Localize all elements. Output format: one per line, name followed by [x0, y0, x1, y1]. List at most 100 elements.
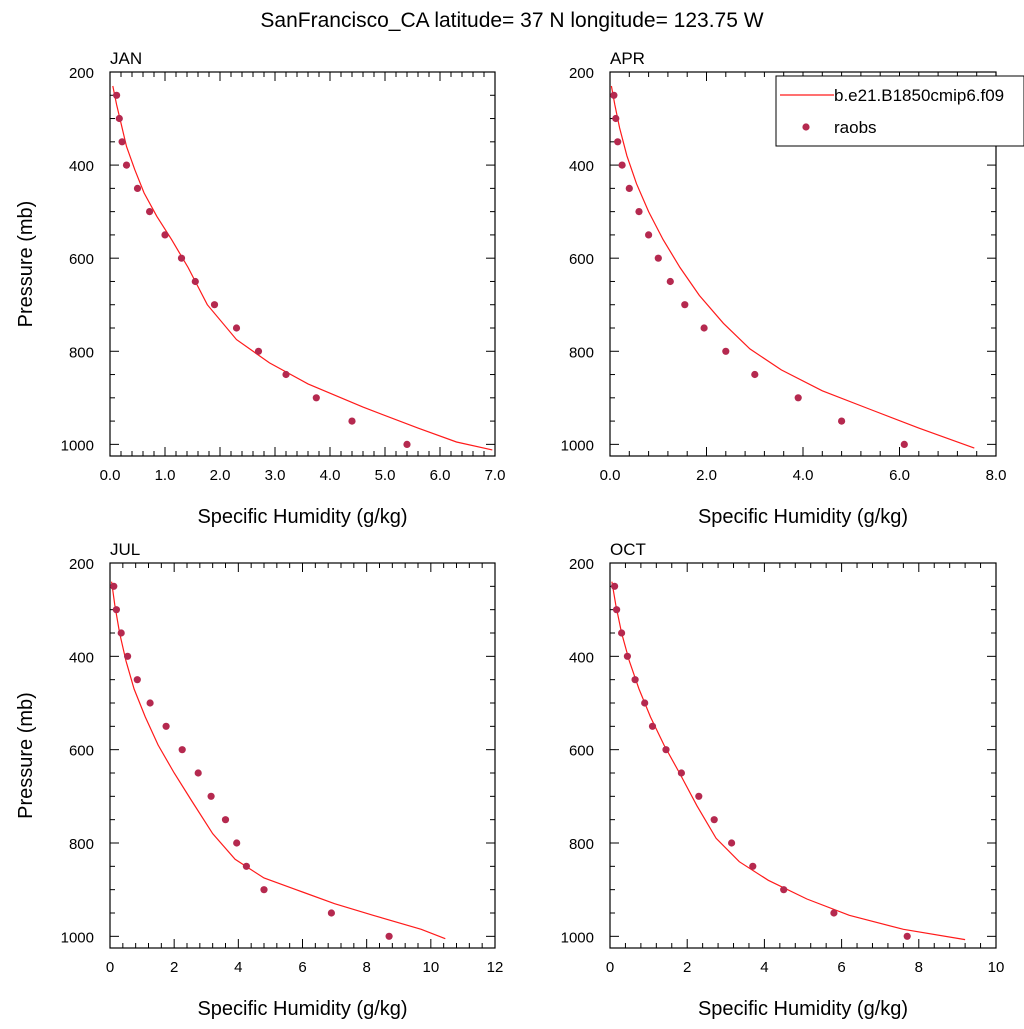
obs-point-oct	[641, 699, 649, 707]
x-axis-title-jan: Specific Humidity (g/kg)	[197, 506, 407, 528]
obs-point-oct	[903, 932, 911, 940]
y-tick-label: 600	[569, 743, 594, 760]
model-line-jul	[111, 581, 446, 940]
y-tick-label: 1000	[561, 437, 594, 454]
obs-point-apr	[614, 138, 622, 146]
obs-point-jul	[162, 722, 170, 730]
x-tick-label: 12	[487, 959, 504, 976]
plot-frame-oct	[609, 562, 997, 949]
x-tick-label: 0	[106, 959, 114, 976]
obs-point-oct	[631, 676, 639, 684]
x-tick-label: 8	[915, 959, 923, 976]
x-tick-label: 4	[234, 959, 242, 976]
legend-model-label: b.e21.B1850cmip6.f09	[834, 86, 1004, 105]
obs-point-oct	[710, 816, 718, 824]
x-tick-label: 4	[760, 959, 768, 976]
x-tick-label: 2	[170, 959, 178, 976]
panel-oct: OCT 0 2 4 6 8 10 200 400 600 800 1000 Specific Humid…	[561, 540, 1005, 1020]
y-tick-label: 800	[569, 344, 594, 361]
obs-point-jul	[110, 582, 118, 590]
panel-jul: JUL 0 2 4 6 8 10 12 200 400 600 800 1000 Specific Hum…	[15, 540, 503, 1020]
obs-point-oct	[623, 652, 632, 660]
obs-point-apr	[900, 440, 908, 448]
obs-point-jan	[312, 394, 320, 402]
x-tick-label: 3.0	[265, 467, 286, 484]
y-tick-label: 400	[569, 158, 594, 175]
panel-label-apr: APR	[610, 49, 645, 68]
obs-point-jul	[233, 839, 241, 847]
obs-point-oct	[728, 839, 736, 847]
obs-point-apr	[700, 324, 708, 332]
obs-point-jul	[124, 652, 132, 660]
y-tick-label: 600	[69, 251, 94, 268]
obs-point-apr	[666, 277, 674, 286]
obs-point-jan	[161, 231, 169, 239]
x-tick-label: 2	[683, 959, 691, 976]
obs-point-oct	[662, 746, 670, 754]
obs-point-jan	[210, 301, 219, 309]
obs-point-jul	[242, 862, 250, 870]
obs-point-apr	[794, 394, 802, 402]
y-tick-label: 800	[569, 836, 594, 853]
x-tick-label: 6	[837, 959, 845, 976]
legend: b.e21.B1850cmip6.f09 raobs	[775, 75, 1024, 147]
obs-point-jan	[113, 91, 121, 99]
obs-point-apr	[612, 114, 620, 123]
model-line-jan	[112, 85, 493, 451]
y-tick-label: 400	[569, 649, 594, 666]
obs-point-jul	[133, 676, 141, 684]
obs-point-oct	[648, 722, 657, 730]
obs-point-jul	[112, 606, 120, 614]
x-tick-label: 2.0	[210, 467, 231, 484]
x-tick-label: 6.0	[889, 467, 910, 484]
y-tick-label: 1000	[61, 437, 94, 454]
y-tick-label: 600	[569, 251, 594, 268]
x-axis-title-jul: Specific Humidity (g/kg)	[197, 998, 407, 1020]
y-tick-label: 1000	[561, 929, 594, 946]
obs-point-jan	[191, 277, 199, 286]
y-tick-label: 200	[569, 65, 594, 82]
y-tick-label: 200	[69, 556, 94, 573]
obs-point-jan	[133, 184, 142, 192]
panel-apr: APR 0.0 2.0 4.0 6.0 8.0 200 400 600 800 1000 Specif…	[561, 49, 1007, 528]
y-axis-title-jan: Pressure (mb)	[15, 201, 37, 328]
legend-box	[775, 75, 1024, 147]
obs-point-oct	[695, 792, 703, 800]
x-tick-label: 8.0	[986, 467, 1007, 484]
panel-jan: JAN 0.0 1.0 2.0 3.0 4.0 5.0 6.0 7.0 200 400 600 800 1…	[15, 49, 505, 528]
model-line-apr	[610, 85, 975, 449]
y-tick-label: 200	[569, 556, 594, 573]
obs-point-jan	[348, 417, 356, 425]
obs-point-jul	[178, 746, 186, 754]
x-tick-label: 2.0	[696, 467, 717, 484]
obs-point-oct	[611, 582, 619, 590]
obs-point-jul	[146, 699, 154, 707]
obs-point-jul	[117, 629, 125, 637]
x-tick-label: 10	[422, 959, 439, 976]
obs-point-jan	[146, 208, 154, 216]
x-tick-label: 0.0	[100, 467, 121, 484]
obs-point-jul	[260, 886, 268, 894]
x-tick-label: 4.0	[793, 467, 814, 484]
y-tick-label: 200	[69, 65, 94, 82]
obs-point-oct	[780, 886, 788, 894]
legend-obs-label: raobs	[834, 118, 877, 137]
obs-point-jul	[327, 909, 335, 917]
obs-point-apr	[625, 184, 633, 192]
y-tick-label: 1000	[61, 929, 94, 946]
obs-point-jul	[385, 932, 393, 940]
obs-point-oct	[749, 862, 757, 870]
y-tick-label: 800	[69, 836, 94, 853]
plot-frame-jan	[109, 71, 496, 457]
obs-point-jan	[115, 114, 123, 123]
legend-obs-marker	[802, 123, 810, 131]
x-tick-label: 0	[606, 959, 614, 976]
obs-point-jan	[118, 138, 126, 146]
x-tick-label: 1.0	[155, 467, 176, 484]
figure-title: SanFrancisco_CA latitude= 37 N longitude…	[260, 9, 763, 32]
y-tick-label: 600	[69, 743, 94, 760]
obs-point-apr	[618, 161, 626, 169]
x-axis-title-oct: Specific Humidity (g/kg)	[698, 998, 908, 1020]
